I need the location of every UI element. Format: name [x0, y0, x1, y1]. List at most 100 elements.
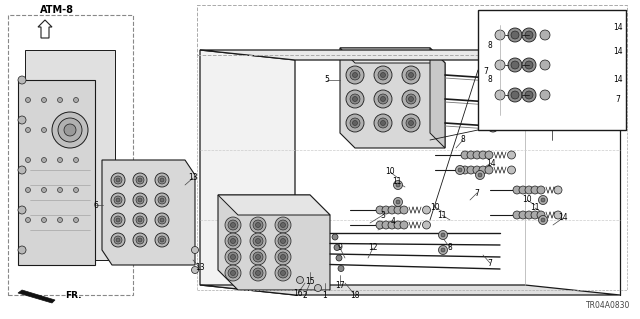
Text: 14: 14	[558, 213, 568, 222]
Circle shape	[406, 70, 416, 80]
Polygon shape	[102, 160, 195, 265]
Circle shape	[160, 238, 164, 242]
Circle shape	[280, 271, 285, 276]
Text: 18: 18	[350, 291, 360, 300]
Circle shape	[230, 271, 236, 276]
Circle shape	[74, 128, 79, 132]
Circle shape	[42, 158, 47, 162]
Circle shape	[381, 72, 385, 78]
Polygon shape	[200, 50, 295, 295]
Circle shape	[158, 176, 166, 184]
Circle shape	[350, 94, 360, 104]
Text: 8: 8	[461, 136, 465, 145]
Text: 10: 10	[430, 203, 440, 211]
Circle shape	[374, 66, 392, 84]
Circle shape	[136, 216, 144, 224]
Circle shape	[473, 151, 481, 159]
Circle shape	[508, 28, 522, 42]
Circle shape	[255, 222, 260, 227]
Polygon shape	[218, 195, 330, 215]
Circle shape	[336, 255, 342, 261]
Circle shape	[508, 58, 522, 72]
Circle shape	[522, 88, 536, 102]
Bar	[8, 15, 133, 295]
Circle shape	[228, 252, 238, 262]
Circle shape	[230, 239, 236, 243]
Circle shape	[138, 198, 142, 202]
Circle shape	[225, 217, 241, 233]
Circle shape	[495, 60, 505, 70]
Text: 8: 8	[488, 41, 492, 49]
Circle shape	[74, 98, 79, 102]
Circle shape	[519, 211, 527, 219]
Bar	[197, 5, 627, 55]
Circle shape	[388, 221, 396, 229]
Circle shape	[422, 221, 431, 229]
Circle shape	[525, 91, 533, 99]
Circle shape	[540, 90, 550, 100]
Text: 14: 14	[613, 76, 623, 85]
Polygon shape	[18, 80, 95, 265]
Circle shape	[378, 70, 388, 80]
Circle shape	[525, 31, 533, 39]
Polygon shape	[340, 48, 445, 63]
Circle shape	[441, 233, 445, 237]
Circle shape	[402, 90, 420, 108]
Circle shape	[111, 213, 125, 227]
Circle shape	[278, 236, 288, 246]
Circle shape	[382, 221, 390, 229]
Circle shape	[458, 168, 462, 172]
Circle shape	[406, 118, 416, 128]
Circle shape	[111, 173, 125, 187]
Circle shape	[378, 94, 388, 104]
Bar	[478, 10, 626, 130]
Circle shape	[508, 88, 522, 102]
Circle shape	[511, 91, 519, 99]
Circle shape	[225, 265, 241, 281]
Circle shape	[394, 221, 402, 229]
Circle shape	[160, 178, 164, 182]
Polygon shape	[430, 48, 445, 148]
Circle shape	[461, 151, 469, 159]
Circle shape	[338, 265, 344, 271]
Circle shape	[18, 76, 26, 84]
Circle shape	[42, 218, 47, 222]
Circle shape	[350, 70, 360, 80]
Circle shape	[228, 236, 238, 246]
Circle shape	[538, 216, 547, 225]
Circle shape	[382, 206, 390, 214]
Circle shape	[280, 255, 285, 259]
Circle shape	[133, 173, 147, 187]
Text: 11: 11	[437, 211, 447, 219]
Polygon shape	[200, 285, 620, 295]
Circle shape	[42, 188, 47, 192]
Circle shape	[467, 151, 475, 159]
Text: 13: 13	[188, 174, 198, 182]
Circle shape	[191, 266, 198, 273]
Circle shape	[408, 121, 413, 125]
Circle shape	[253, 252, 263, 262]
Circle shape	[255, 271, 260, 276]
Circle shape	[525, 61, 533, 69]
Circle shape	[225, 249, 241, 265]
Circle shape	[26, 158, 31, 162]
Text: 10: 10	[385, 167, 395, 176]
Text: 6: 6	[93, 201, 99, 210]
Circle shape	[537, 211, 545, 219]
Circle shape	[228, 268, 238, 278]
Circle shape	[250, 249, 266, 265]
Text: 15: 15	[305, 278, 315, 286]
Circle shape	[58, 98, 63, 102]
Circle shape	[554, 186, 562, 194]
Circle shape	[381, 121, 385, 125]
Circle shape	[42, 98, 47, 102]
Circle shape	[158, 236, 166, 244]
Circle shape	[158, 216, 166, 224]
Text: 7: 7	[488, 258, 492, 268]
Circle shape	[408, 97, 413, 101]
Circle shape	[525, 186, 533, 194]
Text: 16: 16	[293, 288, 303, 298]
Circle shape	[479, 151, 487, 159]
Circle shape	[476, 170, 484, 180]
Circle shape	[160, 198, 164, 202]
